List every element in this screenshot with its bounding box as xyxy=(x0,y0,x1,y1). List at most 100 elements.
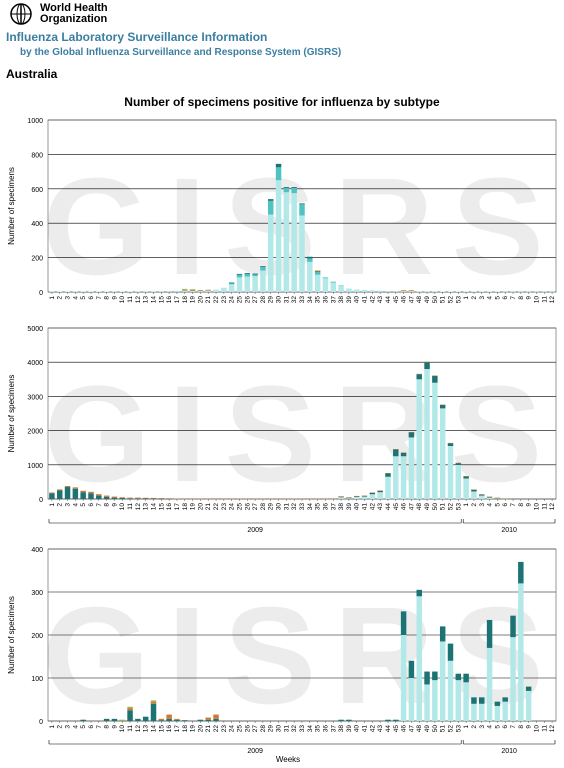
x-tick-label: 4 xyxy=(72,296,79,300)
x-tick-label: 9 xyxy=(526,503,533,507)
x-tick-label: 2 xyxy=(471,725,478,729)
bar-segment xyxy=(393,290,399,292)
bar-segment xyxy=(369,492,376,495)
x-tick-label: 26 xyxy=(244,296,251,304)
x-tick-label: 8 xyxy=(518,296,525,300)
x-tick-label: 27 xyxy=(252,296,259,304)
x-tick-label: 12 xyxy=(549,725,556,733)
x-tick-label: 39 xyxy=(346,503,353,511)
bar-segment xyxy=(299,204,305,216)
bar-segment xyxy=(135,718,141,721)
x-tick-label: 9 xyxy=(111,503,118,507)
x-tick-label: 30 xyxy=(276,725,283,733)
bar-segment xyxy=(377,492,383,499)
x-tick-label: 1 xyxy=(463,296,470,300)
x-tick-label: 21 xyxy=(205,296,212,304)
bar-segment xyxy=(213,289,219,292)
bar-segment xyxy=(213,718,219,721)
x-tick-label: 10 xyxy=(119,503,126,511)
bar-segment xyxy=(142,497,149,499)
x-tick-label: 10 xyxy=(533,296,540,304)
bar-segment xyxy=(127,708,133,711)
bar-segment xyxy=(96,494,102,496)
bar-segment xyxy=(103,718,110,721)
x-tick-label: 16 xyxy=(166,725,173,733)
bar-segment xyxy=(338,285,344,292)
bar-segment xyxy=(439,404,446,406)
year-label: 2009 xyxy=(247,748,263,755)
x-tick-label: 36 xyxy=(322,725,329,733)
x-tick-label: 5 xyxy=(494,503,501,507)
bar-segment xyxy=(510,291,516,293)
bar-segment xyxy=(127,497,133,499)
x-tick-label: 14 xyxy=(151,503,158,511)
x-tick-label: 5 xyxy=(80,296,87,300)
x-tick-label: 37 xyxy=(330,503,337,511)
bar-segment xyxy=(119,497,125,498)
x-tick-label: 44 xyxy=(385,725,392,733)
bar-segment xyxy=(486,647,493,721)
bar-segment xyxy=(330,282,336,292)
bar-segment xyxy=(103,496,110,499)
bar-segment xyxy=(385,476,391,499)
x-tick-label: 1 xyxy=(463,503,470,507)
x-tick-label: 9 xyxy=(111,296,118,300)
x-tick-label: 47 xyxy=(408,725,415,733)
x-tick-label: 13 xyxy=(143,296,150,304)
bar-segment xyxy=(510,615,516,638)
bar-segment xyxy=(471,703,477,721)
bar-segment xyxy=(471,291,477,292)
x-tick-label: 9 xyxy=(111,725,118,729)
x-tick-label: 41 xyxy=(362,296,369,304)
bar-segment xyxy=(268,214,274,292)
bar-segment xyxy=(416,596,422,721)
bar-segment xyxy=(119,719,125,721)
x-tick-label: 32 xyxy=(291,296,298,304)
x-tick-label: 39 xyxy=(346,296,353,304)
x-tick-label: 22 xyxy=(213,296,220,304)
x-tick-label: 53 xyxy=(455,725,462,733)
x-tick-label: 45 xyxy=(393,725,400,733)
x-tick-label: 25 xyxy=(236,725,243,733)
x-tick-label: 3 xyxy=(65,503,72,507)
bar-segment xyxy=(471,489,477,490)
bar-segment xyxy=(135,291,141,292)
bar-segment xyxy=(119,291,125,292)
bar-segment xyxy=(353,496,360,499)
bar-segment xyxy=(111,496,118,498)
org-name-line2: Organization xyxy=(40,13,108,25)
bar-segment xyxy=(494,498,501,499)
x-tick-label: 25 xyxy=(236,503,243,511)
bar-segment xyxy=(72,291,79,292)
bar-segment xyxy=(346,498,352,499)
x-tick-label: 8 xyxy=(518,725,525,729)
bar-segment xyxy=(486,496,493,498)
bar-segment xyxy=(377,490,383,491)
watermark-text: GISRS xyxy=(44,358,560,511)
bar-segment xyxy=(197,719,204,721)
bar-segment xyxy=(64,291,71,292)
bar-segment xyxy=(471,489,477,492)
x-tick-label: 7 xyxy=(510,503,517,507)
x-tick-label: 3 xyxy=(479,296,486,300)
x-tick-label: 21 xyxy=(205,503,212,511)
bar-segment xyxy=(494,291,501,292)
bar-segment xyxy=(268,199,274,201)
x-tick-label: 46 xyxy=(401,296,408,304)
x-tick-label: 49 xyxy=(424,296,431,304)
bar-segment xyxy=(353,495,360,497)
bar-segment xyxy=(174,498,180,500)
x-tick-label: 41 xyxy=(362,725,369,733)
bar-segment xyxy=(150,497,157,499)
bar-segment xyxy=(322,278,329,292)
bar-segment xyxy=(471,697,477,704)
x-tick-label: 17 xyxy=(174,503,181,511)
x-axis-label: Weeks xyxy=(276,755,300,764)
x-tick-label: 2 xyxy=(57,725,64,729)
bar-segment xyxy=(127,706,133,709)
x-tick-label: 47 xyxy=(408,503,415,511)
bar-segment xyxy=(463,682,469,721)
bar-segment xyxy=(424,684,430,721)
org-name-line1: World Health xyxy=(40,2,108,14)
x-tick-label: 27 xyxy=(252,503,259,511)
